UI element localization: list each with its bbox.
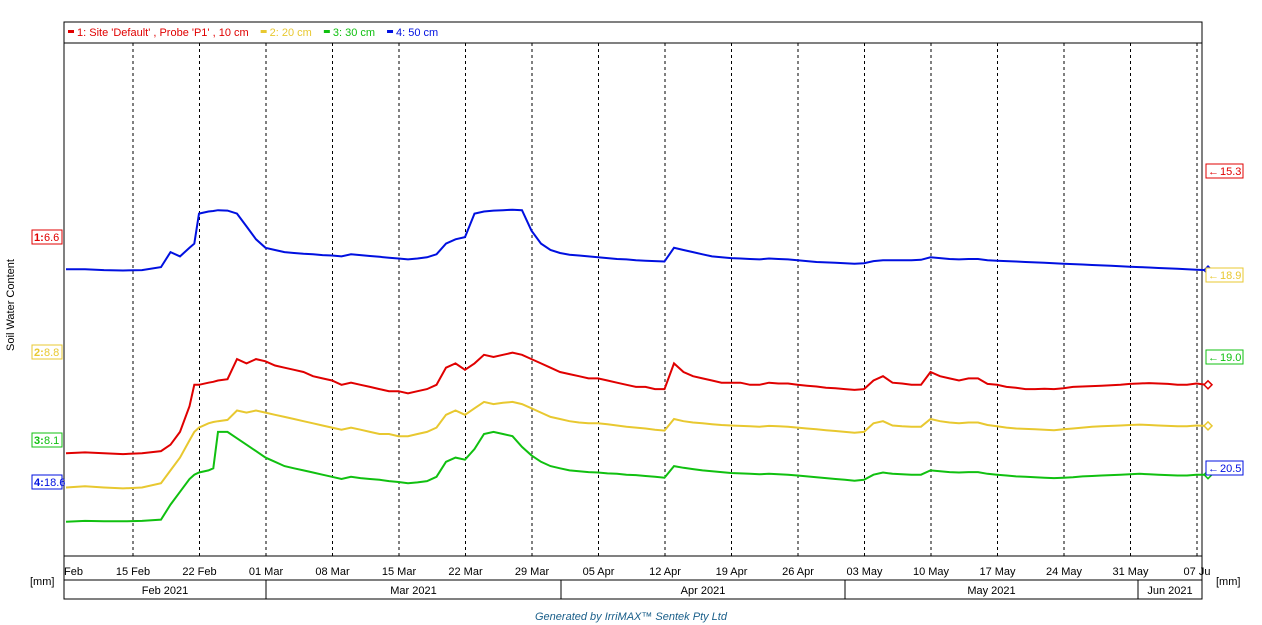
legend-swatch (323, 30, 330, 33)
x-tick-label: 26 Apr (782, 566, 814, 578)
month-labels: Feb 2021 Mar 2021 Apr 2021 May 2021 Jun 2021 (142, 580, 1193, 599)
month-label: Feb 2021 (142, 585, 188, 597)
right-series-value: 19.0 (1220, 352, 1241, 364)
grid (132, 43, 1198, 556)
legend-entry: 2: 20 cm (270, 27, 312, 39)
x-tick-label: 01 Mar (249, 566, 284, 578)
left-series-value: 8.1 (44, 435, 59, 447)
x-tick-label: 29 Mar (515, 566, 550, 578)
right-series-value: 15.3 (1220, 166, 1241, 178)
left-series-value: 18.6 (44, 477, 65, 489)
x-tick-label: 22 Mar (448, 566, 483, 578)
x-tick-label: 08 Mar (315, 566, 350, 578)
left-value-box (31, 474, 63, 490)
x-tick-label: 12 Apr (649, 566, 681, 578)
left-series-number: 1: (34, 232, 44, 244)
x-tick-label: 15 Mar (382, 566, 417, 578)
series-line (66, 208, 1207, 272)
x-tick-label: 17 May (979, 566, 1016, 578)
series-line (65, 400, 1207, 490)
legend: 1: Site 'Default' , Probe 'P1' , 10 cm 2:… (68, 27, 438, 39)
x-tick-label: Feb (64, 566, 83, 578)
month-label: Jun 2021 (1147, 585, 1192, 597)
x-tick-label: 31 May (1112, 566, 1149, 578)
left-series-value: 6.6 (44, 232, 59, 244)
y-unit-left: [mm] (30, 576, 54, 588)
left-series-number: 3: (34, 435, 44, 447)
left-value-box (31, 229, 63, 245)
left-series-number: 4: (34, 477, 44, 489)
x-tick-label: 19 Apr (716, 566, 748, 578)
left-value-box (31, 344, 63, 360)
legend-entry: 3: 30 cm (333, 27, 375, 39)
right-value-box (1205, 163, 1244, 179)
series-end-marker (1202, 420, 1214, 431)
left-series-number: 2: (34, 347, 44, 359)
left-arrow-icon: ← (1208, 270, 1219, 282)
series-line (65, 351, 1207, 456)
x-tick-label: 10 May (913, 566, 950, 578)
series-lines (65, 208, 1214, 523)
legend-swatch (387, 30, 394, 33)
right-value-box (1205, 460, 1244, 476)
x-tick-labels: Feb 15 Feb 22 Feb 01 Mar 08 Mar 15 Mar 22 Mar 2… (64, 566, 1210, 578)
left-arrow-icon: ← (1208, 166, 1219, 178)
x-tick-label: 24 May (1046, 566, 1083, 578)
y-axis-label: Soil Water Content (5, 259, 17, 351)
legend-swatch (260, 30, 267, 33)
left-series-value: 8.8 (44, 347, 59, 359)
x-tick-label: 15 Feb (116, 566, 150, 578)
x-tick-label: 07 Ju (1184, 566, 1211, 578)
series-end-marker (1202, 379, 1214, 390)
legend-entry: 4: 50 cm (396, 27, 438, 39)
footer-credit: Generated by IrriMAX™ Sentek Pty Ltd (535, 611, 727, 623)
x-axis-box (63, 555, 1203, 600)
legend-swatch (68, 30, 74, 33)
x-tick-label: 03 May (846, 566, 883, 578)
month-label: Apr 2021 (681, 585, 726, 597)
right-value-box (1205, 267, 1244, 283)
right-series-value: 20.5 (1220, 463, 1241, 475)
legend-box (63, 21, 1203, 44)
plot-area (63, 42, 1203, 557)
month-label: May 2021 (967, 585, 1015, 597)
left-value-box (31, 432, 63, 448)
month-label: Mar 2021 (390, 585, 436, 597)
right-series-value: 18.9 (1220, 270, 1241, 282)
left-labels: 1: 6.6 2: 8.8 3: 8.1 4: 18.6 (31, 229, 65, 490)
left-arrow-icon: ← (1208, 352, 1219, 364)
right-labels: ← 15.3← 18.9← 19.0← 20.5 (1205, 163, 1244, 476)
left-arrow-icon: ← (1208, 463, 1219, 475)
y-unit-right: [mm] (1216, 576, 1240, 588)
x-tick-label: 05 Apr (583, 566, 615, 578)
series-line (65, 430, 1206, 523)
right-value-box (1205, 349, 1244, 365)
legend-entry: 1: Site 'Default' , Probe 'P1' , 10 cm (77, 27, 249, 39)
x-tick-label: 22 Feb (182, 566, 216, 578)
